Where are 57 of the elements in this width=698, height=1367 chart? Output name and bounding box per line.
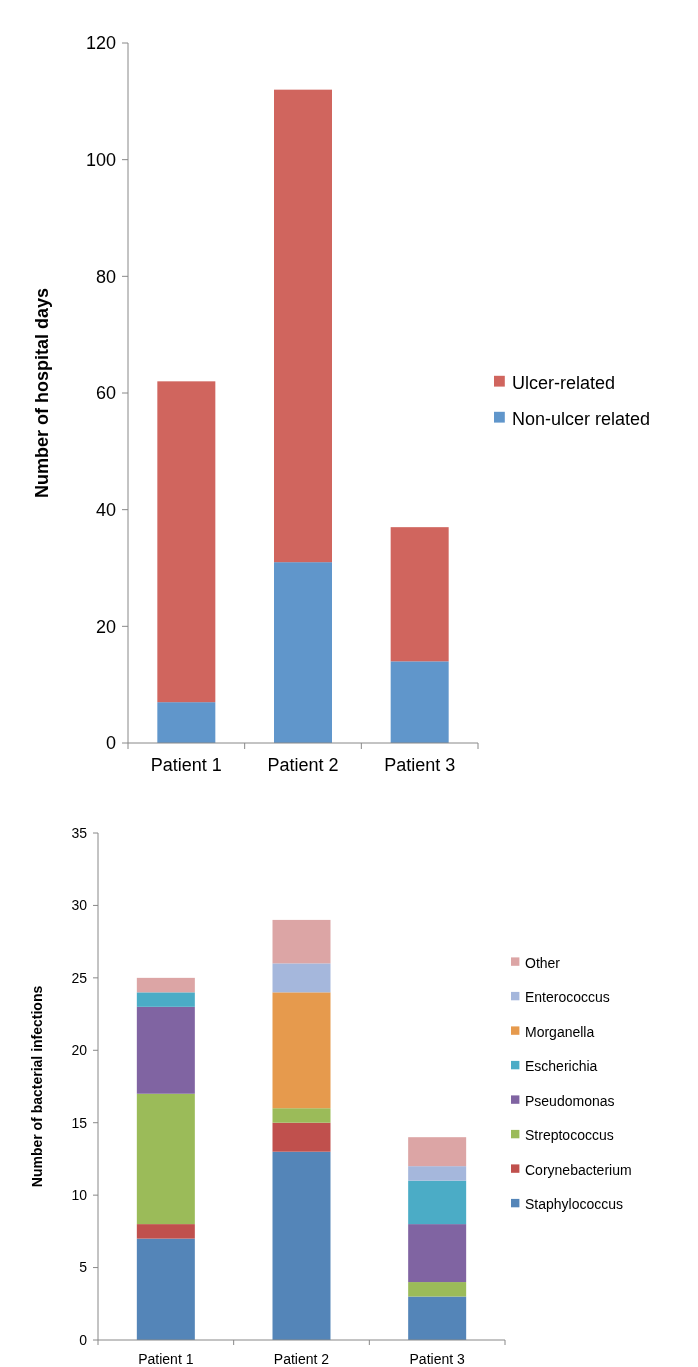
bar xyxy=(136,1006,195,1094)
bar xyxy=(408,1180,467,1225)
legend-label: Enterococcus xyxy=(525,989,610,1006)
y-tick-label: 0 xyxy=(79,1331,88,1348)
bar xyxy=(272,1151,331,1340)
x-tick-label: Patient 3 xyxy=(409,1351,466,1367)
y-axis-title: Number of hospital days xyxy=(32,287,52,499)
y-tick-label: 15 xyxy=(71,1114,88,1131)
bar xyxy=(408,1282,467,1297)
y-tick-label: 30 xyxy=(71,897,88,914)
y-tick-label: 40 xyxy=(95,499,116,520)
y-tick-label: 80 xyxy=(95,266,116,287)
y-axis-title: Number of bacterial infections xyxy=(29,985,45,1188)
x-tick-label: Patient 1 xyxy=(138,1351,194,1367)
legend-label: Non-ulcer related xyxy=(512,409,651,430)
bar xyxy=(136,977,195,993)
y-tick-label: 60 xyxy=(95,383,116,404)
y-tick-label: 100 xyxy=(85,149,116,170)
x-tick-label: Patient 2 xyxy=(267,755,339,775)
y-tick-label: 20 xyxy=(71,1042,88,1059)
y-tick-label: 20 xyxy=(95,616,116,637)
x-tick-label: Patient 1 xyxy=(150,755,222,775)
bar xyxy=(272,1122,331,1152)
bar xyxy=(408,1137,467,1167)
bar xyxy=(272,919,331,964)
legend-label: Streptococcus xyxy=(525,1127,614,1144)
y-tick-label: 0 xyxy=(105,733,116,754)
bar xyxy=(408,1166,467,1181)
bar xyxy=(274,89,332,563)
bar xyxy=(136,992,195,1007)
bar xyxy=(157,381,216,703)
legend-label: Escherichia xyxy=(525,1058,598,1075)
x-tick-label: Patient 3 xyxy=(384,755,456,775)
bar xyxy=(274,562,332,743)
y-tick-label: 5 xyxy=(79,1259,88,1276)
y-tick-label: 10 xyxy=(71,1187,88,1204)
y-tick-label: 25 xyxy=(71,969,88,986)
legend-label: Corynebacterium xyxy=(525,1161,632,1178)
y-tick-label: 35 xyxy=(71,824,88,841)
legend-label: Other xyxy=(525,954,561,971)
legend-label: Ulcer-related xyxy=(512,373,616,394)
bar xyxy=(390,661,449,743)
bar xyxy=(157,702,216,743)
bar xyxy=(136,1093,195,1225)
bar xyxy=(390,527,449,662)
bar xyxy=(272,963,331,993)
legend-label: Morganella xyxy=(525,1023,595,1040)
legend-label: Pseudomonas xyxy=(525,1092,615,1109)
bar xyxy=(136,1224,195,1239)
x-tick-label: Patient 2 xyxy=(273,1351,330,1367)
bar xyxy=(272,992,331,1109)
bar xyxy=(408,1224,467,1283)
bar xyxy=(272,1108,331,1123)
legend-label: Staphylococcus xyxy=(525,1196,624,1213)
bar xyxy=(408,1296,467,1340)
y-tick-label: 120 xyxy=(85,33,116,54)
bar xyxy=(136,1238,195,1340)
